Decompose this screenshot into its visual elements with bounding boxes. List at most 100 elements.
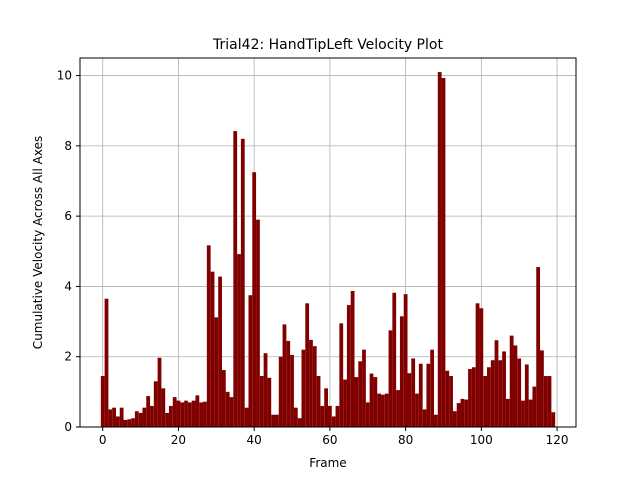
bar [468, 369, 472, 427]
bar [362, 349, 366, 427]
bar [445, 370, 450, 427]
bar [441, 78, 446, 427]
bar [392, 292, 397, 427]
bar [324, 388, 328, 427]
bar [320, 405, 325, 427]
bar [290, 354, 294, 427]
bar [513, 345, 518, 427]
bar [377, 393, 382, 427]
bar [221, 370, 226, 427]
bar [346, 305, 351, 427]
bar [331, 416, 336, 427]
bar [328, 405, 332, 427]
x-tick-label: 60 [322, 433, 337, 447]
bar [161, 388, 166, 427]
bar [483, 376, 488, 427]
bar [365, 402, 370, 427]
bar [104, 298, 109, 427]
bar [244, 407, 249, 427]
bar [494, 340, 499, 427]
bar [210, 271, 215, 427]
bar [403, 294, 408, 427]
bar [123, 419, 128, 427]
bar [384, 393, 389, 427]
bar [301, 349, 306, 427]
bar [229, 397, 234, 427]
bar [176, 400, 181, 427]
bar [127, 419, 132, 427]
bar [252, 172, 257, 427]
bar [134, 411, 139, 427]
y-tick-label: 4 [64, 279, 72, 293]
bar [157, 357, 162, 427]
y-tick-label: 6 [64, 209, 72, 223]
bar [388, 330, 393, 427]
bar [184, 400, 188, 427]
y-tick-label: 0 [64, 420, 72, 434]
bar [471, 367, 476, 427]
bar [199, 402, 204, 427]
bar [240, 138, 245, 428]
bar [297, 418, 302, 427]
bar [119, 407, 124, 427]
x-tick-label: 40 [247, 433, 262, 447]
bar [498, 360, 503, 427]
bar [150, 405, 154, 427]
bar [350, 290, 355, 427]
bar [396, 390, 400, 427]
y-tick-label: 2 [64, 350, 72, 364]
bar [426, 363, 431, 427]
bar [521, 400, 525, 427]
bar [540, 350, 544, 427]
bar [399, 316, 404, 427]
bar [165, 412, 169, 427]
bar [358, 361, 363, 427]
bars-layer [100, 72, 556, 428]
y-tick-label: 10 [57, 69, 72, 83]
ticks-layer: 0 20 40 60 80 100 120 0 2 4 6 8 10 [57, 69, 569, 447]
bar [180, 402, 185, 427]
bar [108, 409, 113, 427]
bar [146, 396, 151, 427]
bar [293, 407, 298, 427]
y-tick-label: 8 [64, 139, 72, 153]
bar [464, 399, 469, 427]
bar [100, 376, 105, 427]
bar [422, 409, 427, 427]
bar [517, 358, 522, 427]
bar [528, 399, 533, 427]
bar [369, 373, 374, 427]
bar [437, 72, 442, 428]
x-tick-label: 100 [470, 433, 493, 447]
bar [138, 412, 143, 427]
bar [449, 376, 453, 427]
bar [479, 308, 484, 427]
bar [502, 351, 506, 427]
bar [256, 219, 260, 427]
plot-frame [79, 57, 577, 428]
x-tick-label: 20 [171, 433, 186, 447]
bar [274, 414, 279, 427]
bar [309, 339, 313, 427]
bar [115, 416, 120, 427]
bar [112, 407, 116, 427]
bar [195, 395, 200, 427]
bar [225, 391, 230, 427]
bar [509, 335, 514, 427]
bar [335, 405, 340, 427]
bar [263, 353, 268, 427]
bar [381, 394, 385, 427]
bar [487, 367, 491, 427]
bar [191, 400, 196, 427]
y-axis-label: Cumulative Velocity Across All Axes [31, 136, 45, 349]
bar [259, 376, 264, 427]
bar [452, 411, 457, 427]
bar [305, 303, 310, 427]
bar [218, 276, 222, 427]
bar [536, 267, 541, 427]
bar [407, 373, 412, 427]
bar [278, 356, 283, 427]
bar [490, 360, 495, 427]
